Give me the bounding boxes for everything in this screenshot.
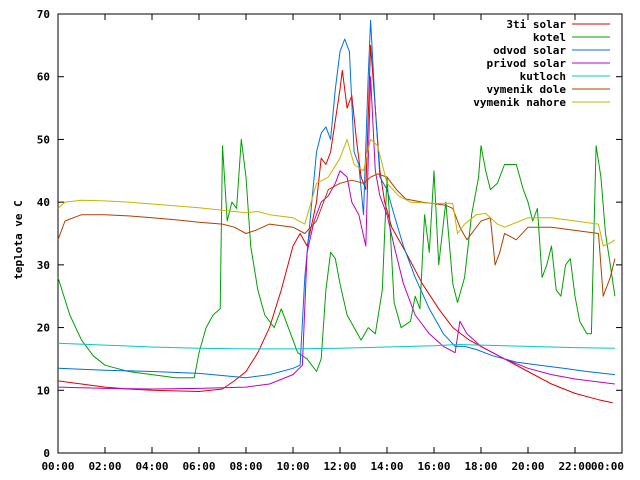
series-line-3ti-solar	[57, 44, 613, 404]
y-tick-label: 50	[37, 133, 50, 146]
x-tick-label: 08:00	[229, 460, 262, 473]
x-tick-label: 04:00	[135, 460, 168, 473]
series-line-privod-solar	[57, 76, 615, 390]
legend-label: privod solar	[487, 57, 567, 70]
series-line-odvod-solar	[57, 19, 615, 379]
x-tick-label: 20:00	[511, 460, 544, 473]
x-tick-label: 06:00	[182, 460, 215, 473]
y-axis-title-group: teplota ve C	[12, 200, 25, 279]
x-tick-label: 22:00	[558, 460, 591, 473]
y-tick-label: 40	[37, 196, 50, 209]
y-tick-label: 60	[37, 71, 50, 84]
legend-label: kutloch	[520, 70, 566, 83]
y-tick-label: 30	[37, 259, 50, 272]
x-tick-label: 16:00	[417, 460, 450, 473]
x-tick-label: 18:00	[464, 460, 497, 473]
y-tick-label: 20	[37, 322, 50, 335]
series-line-vymenik-nahore	[57, 138, 616, 247]
x-tick-label: 12:00	[323, 460, 356, 473]
legend-label: vymenik dole	[487, 83, 567, 96]
x-tick-label: 00:00	[591, 460, 624, 473]
series-line-kotel	[57, 138, 616, 379]
x-tick-label: 02:00	[88, 460, 121, 473]
series-line-kutloch	[57, 342, 615, 350]
x-tick-label: 14:00	[370, 460, 403, 473]
y-axis: 0 10 20 30 40 50 60 70	[37, 8, 622, 460]
x-tick-label: 00:00	[41, 460, 74, 473]
y-tick-label: 0	[43, 447, 50, 460]
y-axis-title: teplota ve C	[12, 200, 25, 279]
legend-label: 3ti solar	[506, 18, 566, 31]
x-axis: 00:00 02:00 04:00 06:00 08:00 10:00 12:00 14:00…	[41, 14, 624, 473]
x-tick-label: 10:00	[276, 460, 309, 473]
legend-label: odvod solar	[493, 44, 566, 57]
legend-label: vymenik nahore	[473, 96, 566, 109]
series-line-vymenik-dole	[57, 173, 616, 297]
y-tick-label: 70	[37, 8, 50, 21]
series-lines	[57, 19, 616, 404]
legend-label: kotel	[533, 31, 566, 44]
y-tick-label: 10	[37, 384, 50, 397]
